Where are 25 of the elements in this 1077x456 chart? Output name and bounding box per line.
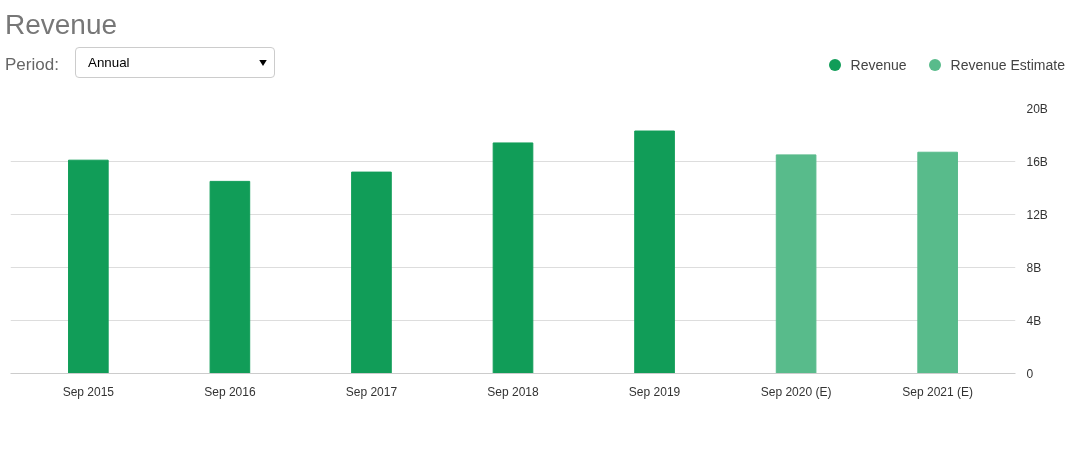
x-tick-label: Sep 2018	[487, 384, 540, 399]
x-tick-label: Sep 2019	[628, 384, 681, 399]
bar	[209, 181, 251, 374]
x-tick-label: Sep 2020 (E)	[760, 384, 832, 399]
bar	[351, 171, 392, 374]
y-tick-label: 12B	[1026, 207, 1048, 222]
y-tick-label: 4B	[1026, 313, 1042, 328]
legend-label: Revenue Estimate	[949, 57, 1065, 73]
y-tick-label: 20B	[1026, 101, 1048, 116]
bar	[917, 151, 958, 374]
legend-label: Revenue	[849, 57, 907, 73]
x-tick-label: Sep 2016	[204, 384, 256, 399]
y-tick-label: 16B	[1026, 154, 1048, 169]
y-tick-label: 8B	[1026, 260, 1042, 275]
x-tick-label: Sep 2017	[345, 384, 398, 399]
bar	[492, 142, 534, 374]
y-tick-label: 0	[1026, 366, 1034, 381]
text: Annual	[75, 47, 275, 79]
text: Period:	[5, 54, 59, 76]
bar	[68, 159, 109, 374]
bar	[634, 130, 675, 374]
x-tick-label: Sep 2021 (E)	[902, 384, 974, 399]
bar	[775, 154, 817, 374]
chart-title: Revenue	[5, 8, 118, 42]
x-tick-label: Sep 2015	[62, 384, 115, 399]
